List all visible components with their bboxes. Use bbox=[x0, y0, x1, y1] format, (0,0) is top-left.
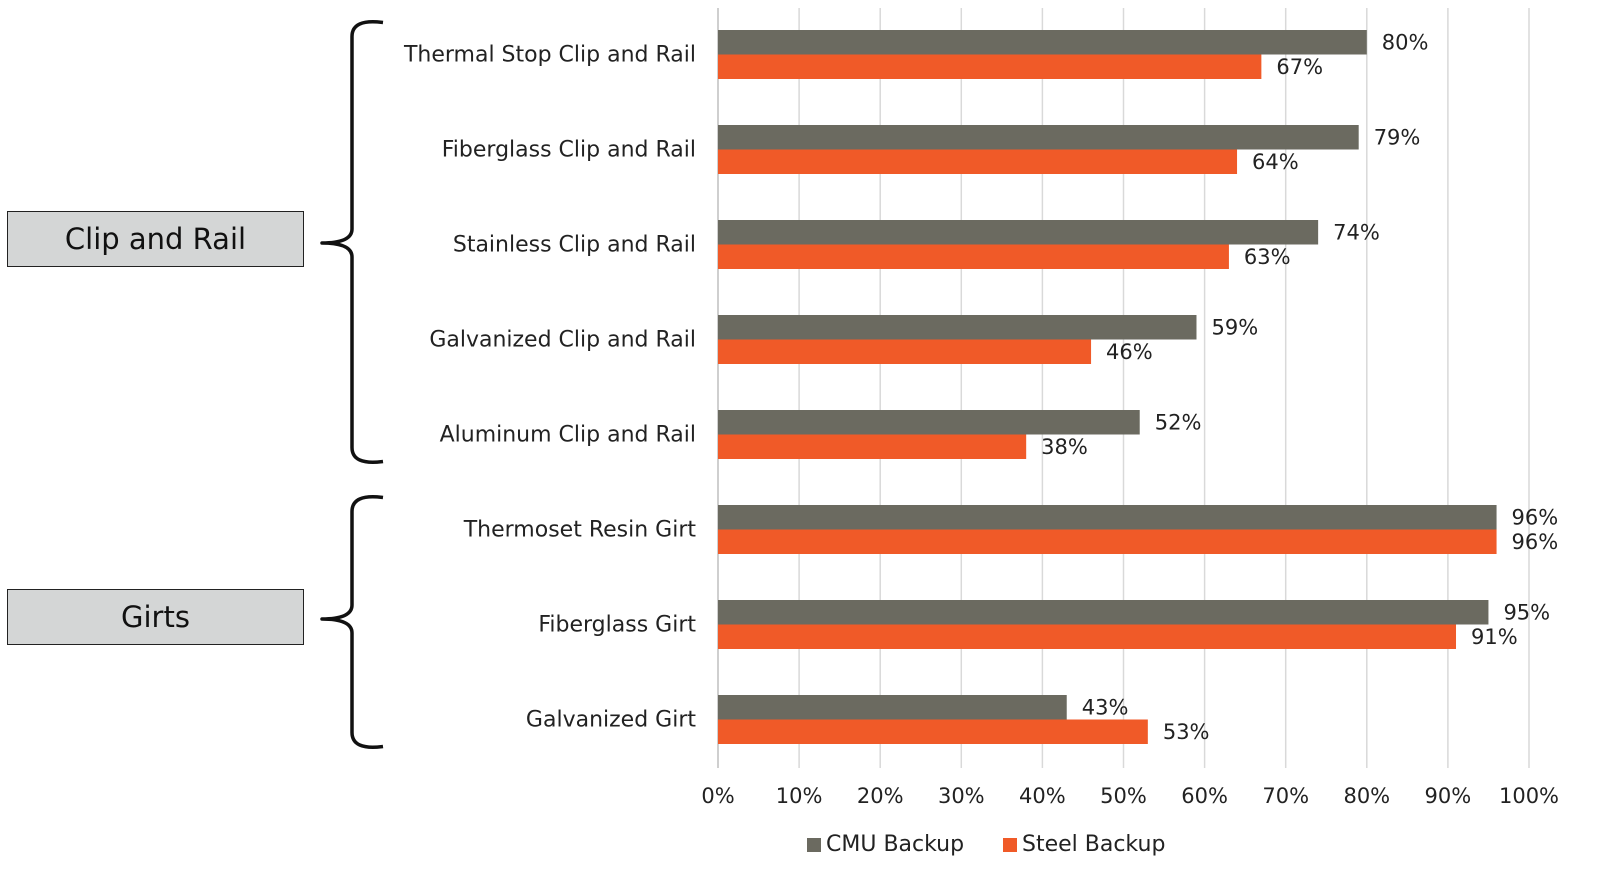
data-label: 96% bbox=[1512, 505, 1559, 529]
x-tick-label: 50% bbox=[1100, 784, 1147, 808]
bar-steel bbox=[718, 719, 1148, 744]
data-label: 91% bbox=[1471, 625, 1518, 649]
data-label: 96% bbox=[1512, 530, 1559, 554]
category-label: Fiberglass Girt bbox=[538, 613, 696, 638]
bar-steel bbox=[718, 149, 1238, 174]
legend-label-cmu: CMU Backup bbox=[826, 832, 965, 857]
x-tick-label: 40% bbox=[1019, 784, 1066, 808]
x-tick-label: 30% bbox=[938, 784, 985, 808]
group-label-clip-and-rail: Clip and Rail bbox=[7, 211, 304, 267]
bar-steel bbox=[718, 434, 1027, 459]
data-label: 79% bbox=[1374, 125, 1421, 149]
data-label: 46% bbox=[1106, 340, 1153, 364]
x-tick-label: 80% bbox=[1343, 784, 1390, 808]
bar-steel bbox=[718, 54, 1262, 79]
bar-cmu bbox=[718, 695, 1067, 720]
data-label: 53% bbox=[1163, 720, 1210, 744]
data-label: 52% bbox=[1155, 410, 1202, 434]
legend-item-steel: Steel Backup bbox=[1003, 832, 1165, 857]
x-tick-label: 0% bbox=[701, 784, 734, 808]
data-label: 67% bbox=[1276, 55, 1323, 79]
x-tick-label: 100% bbox=[1499, 784, 1559, 808]
data-label: 43% bbox=[1082, 695, 1129, 719]
data-label: 95% bbox=[1503, 600, 1550, 624]
bar-cmu bbox=[718, 30, 1367, 55]
data-label: 38% bbox=[1041, 435, 1088, 459]
data-label: 64% bbox=[1252, 150, 1299, 174]
legend-swatch-cmu bbox=[807, 837, 821, 852]
bar-cmu bbox=[718, 315, 1197, 340]
x-tick-label: 10% bbox=[776, 784, 823, 808]
bar-cmu bbox=[718, 505, 1497, 530]
category-label: Stainless Clip and Rail bbox=[453, 233, 696, 258]
bar-cmu bbox=[718, 600, 1489, 625]
category-label: Fiberglass Clip and Rail bbox=[442, 138, 696, 163]
x-tick-label: 90% bbox=[1425, 784, 1472, 808]
category-label: Galvanized Girt bbox=[526, 708, 696, 733]
x-tick-label: 60% bbox=[1181, 784, 1228, 808]
x-tick-label: 20% bbox=[857, 784, 904, 808]
data-label: 74% bbox=[1333, 220, 1380, 244]
x-tick-label: 70% bbox=[1262, 784, 1309, 808]
bar-steel bbox=[718, 244, 1229, 269]
bar-steel bbox=[718, 529, 1497, 554]
category-label: Thermoset Resin Girt bbox=[463, 518, 697, 543]
data-label: 59% bbox=[1211, 315, 1258, 339]
data-label: 63% bbox=[1244, 245, 1291, 269]
legend-item-cmu: CMU Backup bbox=[807, 832, 964, 857]
bar-cmu bbox=[718, 125, 1359, 150]
data-label: 80% bbox=[1382, 30, 1429, 54]
group-brace bbox=[320, 495, 384, 749]
category-label: Aluminum Clip and Rail bbox=[440, 423, 696, 448]
legend-swatch-steel bbox=[1003, 837, 1017, 852]
group-brace bbox=[320, 20, 384, 464]
category-label: Thermal Stop Clip and Rail bbox=[403, 43, 696, 68]
legend: CMU Backup Steel Backup bbox=[0, 832, 1605, 862]
bar-cmu bbox=[718, 220, 1319, 245]
bar-steel bbox=[718, 339, 1092, 364]
bar-steel bbox=[718, 624, 1457, 649]
legend-label-steel: Steel Backup bbox=[1022, 832, 1166, 857]
bar-cmu bbox=[718, 410, 1140, 435]
category-label: Galvanized Clip and Rail bbox=[429, 328, 696, 353]
group-label-girts: Girts bbox=[7, 589, 304, 645]
